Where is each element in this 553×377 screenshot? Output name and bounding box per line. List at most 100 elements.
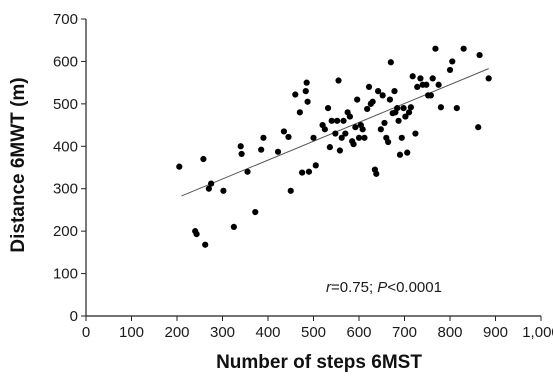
data-point: [205, 185, 212, 192]
data-point: [407, 104, 414, 111]
y-tick-label: 700: [53, 11, 78, 28]
x-tick-label: 900: [483, 324, 508, 341]
r-symbol: r: [326, 279, 332, 296]
data-point: [429, 75, 436, 82]
data-point: [453, 105, 460, 112]
data-point: [310, 134, 317, 141]
data-point: [200, 155, 207, 163]
data-point: [365, 83, 373, 90]
data-point: [375, 88, 382, 95]
data-points: [176, 45, 492, 248]
data-point: [312, 162, 319, 169]
data-point: [423, 81, 430, 88]
data-point: [302, 88, 309, 95]
data-point: [417, 75, 424, 82]
y-axis-label: Distance 6MWT (m): [8, 77, 29, 252]
data-point: [359, 126, 366, 133]
data-point: [386, 96, 394, 103]
x-tick-label: 1,000: [522, 324, 553, 341]
data-point: [404, 149, 411, 156]
x-tick-label: 600: [346, 324, 371, 341]
data-point: [409, 73, 416, 80]
data-point: [352, 124, 359, 131]
y-tick-label: 300: [53, 181, 78, 198]
data-point: [238, 150, 245, 158]
data-point: [244, 168, 251, 175]
data-point: [395, 117, 402, 124]
data-point: [385, 138, 392, 146]
data-point: [373, 170, 380, 177]
data-point: [321, 126, 328, 133]
p-symbol: P: [377, 279, 387, 296]
data-point: [296, 109, 303, 116]
data-point: [305, 168, 313, 175]
data-point: [414, 83, 421, 90]
data-point: [354, 96, 361, 103]
data-point: [340, 117, 347, 124]
data-point: [220, 187, 227, 194]
data-point: [398, 134, 405, 141]
data-point: [460, 45, 467, 52]
x-axis-label: Number of steps 6MST: [216, 352, 422, 373]
data-point: [287, 187, 294, 194]
data-point: [280, 128, 288, 135]
data-point: [303, 79, 310, 86]
data-point: [435, 81, 442, 88]
y-tick-label: 100: [53, 266, 78, 283]
data-point: [299, 169, 306, 176]
data-point: [335, 77, 342, 84]
data-point: [334, 117, 341, 124]
data-point: [304, 98, 311, 105]
data-point: [193, 231, 200, 238]
data-point: [346, 113, 353, 120]
data-point: [364, 105, 371, 113]
data-point: [230, 223, 237, 230]
x-tick-label: 300: [210, 324, 235, 341]
x-tick-label: 800: [437, 324, 462, 341]
p-value: <0.0001: [387, 279, 442, 296]
data-point: [449, 58, 456, 65]
data-point: [446, 66, 454, 74]
tick-marks: 0 100 200 300 400 500 600 700 800 900 1,000 0 100 200…: [53, 11, 553, 341]
data-point: [396, 151, 404, 158]
x-tick-label: 700: [392, 324, 417, 341]
data-point: [379, 92, 386, 99]
r-value: =0.75;: [331, 279, 377, 296]
data-point: [342, 130, 349, 137]
x-tick-label: 400: [255, 324, 280, 341]
data-point: [381, 119, 388, 127]
data-point: [292, 91, 299, 98]
data-point: [387, 59, 394, 66]
x-tick-label: 500: [301, 324, 326, 341]
data-point: [476, 51, 483, 59]
data-point: [326, 144, 333, 151]
data-point: [485, 75, 492, 82]
data-point: [237, 143, 244, 150]
data-point: [400, 105, 407, 112]
data-point: [405, 109, 413, 116]
data-point: [377, 126, 384, 133]
data-point: [176, 163, 183, 170]
y-tick-label: 600: [53, 53, 78, 70]
x-tick-label: 0: [82, 324, 90, 341]
data-point: [412, 130, 419, 137]
data-point: [361, 134, 368, 141]
data-point: [336, 147, 343, 154]
data-point: [260, 134, 267, 141]
y-tick-label: 0: [70, 308, 78, 325]
data-point: [350, 141, 357, 148]
data-point: [475, 124, 482, 131]
data-point: [427, 92, 434, 99]
data-point: [432, 45, 439, 52]
data-point: [338, 134, 345, 141]
data-point: [208, 180, 215, 187]
y-tick-label: 500: [53, 96, 78, 113]
correlation-annotation: r=0.75; P<0.0001: [326, 279, 442, 296]
data-point: [285, 133, 292, 141]
axes: [85, 19, 541, 317]
data-point: [394, 105, 401, 112]
data-point: [274, 148, 282, 155]
x-tick-label: 200: [164, 324, 189, 341]
data-point: [437, 104, 444, 111]
